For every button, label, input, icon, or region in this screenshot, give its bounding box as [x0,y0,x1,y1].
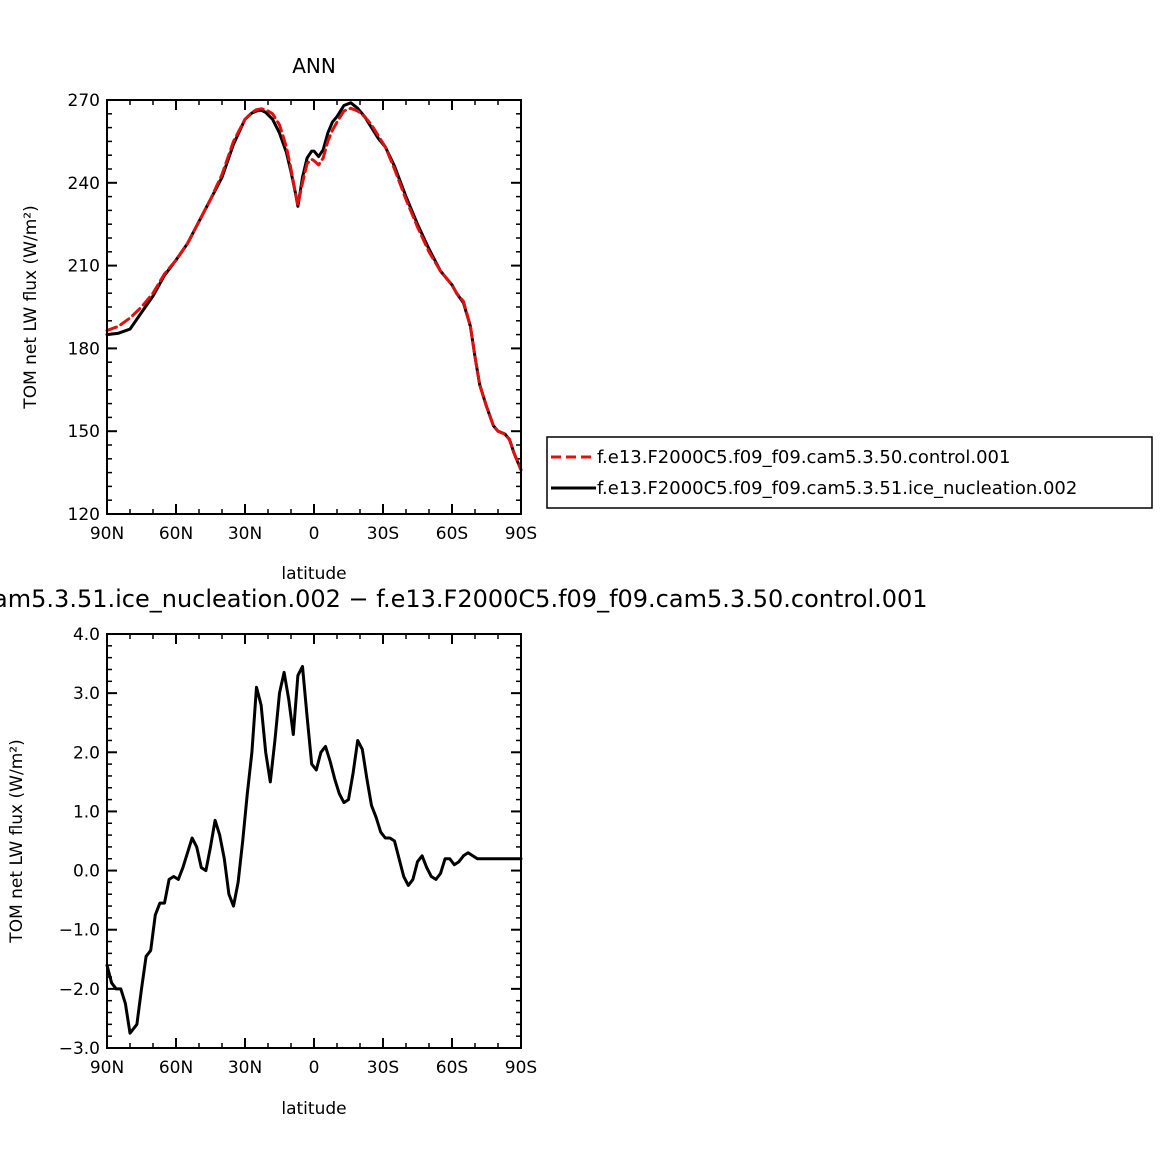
y-tick-label: 180 [68,339,100,359]
x-tick-label: 30N [228,1058,262,1078]
x-tick-label: 90N [90,524,124,544]
y-tick-label: −2.0 [59,980,100,1000]
bottom-ticks [106,633,522,1049]
bottom-panel: f.e13.F2000C5.f09_f09.cam5.3.51.ice_nucl… [0,585,928,1119]
y-tick-label: 120 [68,505,100,525]
top-y-tick-labels: 120 150 180 210 240 270 [68,91,100,525]
x-tick-label: 60S [436,524,468,544]
legend: f.e13.F2000C5.f09_f09.cam5.3.50.control.… [546,436,1153,509]
x-tick-label: 90S [505,524,537,544]
x-tick-label: 60N [159,1058,193,1078]
y-tick-label: 0.0 [73,862,100,882]
y-tick-label: −1.0 [59,921,100,941]
top-series-group [105,101,523,472]
y-tick-label: 1.0 [73,802,100,822]
y-tick-label: −3.0 [59,1039,100,1059]
bottom-plot-frame [106,633,522,1049]
top-plot-frame [106,99,522,515]
bottom-x-tick-labels: 90N 60N 30N 0 30S 60S 90S [90,1058,537,1078]
top-panel: ANN TOM net LW flux (W/m²) latitude 1201… [21,54,537,584]
x-tick-label: 60S [436,1058,468,1078]
x-tick-label: 60N [159,524,193,544]
top-x-axis-label: latitude [281,564,346,584]
y-tick-label: 4.0 [73,625,100,645]
y-tick-label: 210 [68,257,100,277]
legend-label-control: f.e13.F2000C5.f09_f09.cam5.3.50.control.… [597,447,1010,468]
x-tick-label: 30N [228,524,262,544]
y-tick-label: 2.0 [73,743,100,763]
x-tick-label: 90S [505,1058,537,1078]
bottom-title: f.e13.F2000C5.f09_f09.cam5.3.51.ice_nucl… [0,585,928,613]
top-title: ANN [292,54,336,78]
x-tick-label: 0 [309,1058,320,1078]
y-tick-label: 270 [68,91,100,111]
series-line-difference [105,665,523,1035]
x-tick-label: 30S [367,1058,399,1078]
legend-box [546,436,1153,509]
top-y-axis-label: TOM net LW flux (W/m²) [21,205,41,409]
x-tick-label: 0 [309,524,320,544]
y-tick-label: 240 [68,174,100,194]
bottom-series-group [105,665,523,1035]
top-x-tick-labels: 90N 60N 30N 0 30S 60S 90S [90,524,537,544]
series-line-ice-nucleation [105,101,523,472]
x-tick-label: 30S [367,524,399,544]
bottom-y-axis-label: TOM net LW flux (W/m²) [7,739,27,943]
legend-label-ice-nucleation: f.e13.F2000C5.f09_f09.cam5.3.51.ice_nucl… [597,478,1077,499]
y-tick-label: 3.0 [73,684,100,704]
x-tick-label: 90N [90,1058,124,1078]
bottom-x-axis-label: latitude [281,1099,346,1119]
bottom-y-tick-labels: −3.0 −2.0 −1.0 0.0 1.0 2.0 3.0 4.0 [59,625,100,1059]
y-tick-label: 150 [68,422,100,442]
series-line-control [105,106,523,472]
